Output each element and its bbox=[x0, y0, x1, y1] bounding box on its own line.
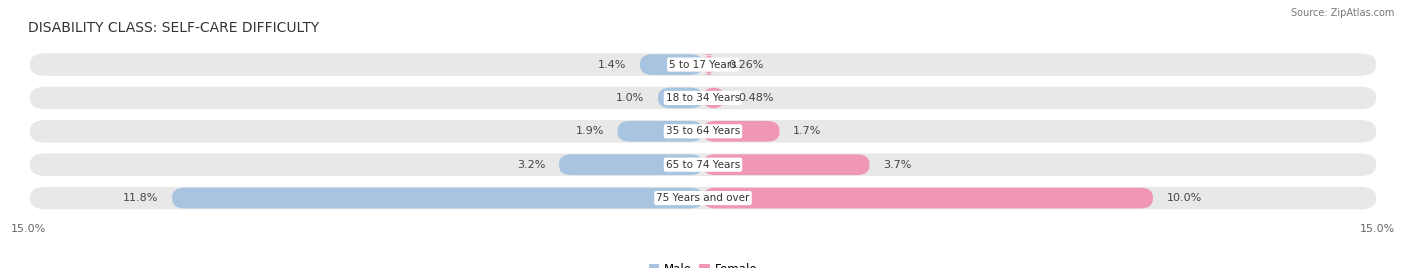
FancyBboxPatch shape bbox=[617, 121, 703, 142]
FancyBboxPatch shape bbox=[28, 118, 1378, 144]
Text: 75 Years and over: 75 Years and over bbox=[657, 193, 749, 203]
Text: 0.26%: 0.26% bbox=[728, 59, 763, 70]
FancyBboxPatch shape bbox=[640, 54, 703, 75]
Text: 35 to 64 Years: 35 to 64 Years bbox=[666, 126, 740, 136]
FancyBboxPatch shape bbox=[703, 188, 1153, 209]
FancyBboxPatch shape bbox=[560, 154, 703, 175]
FancyBboxPatch shape bbox=[703, 121, 779, 142]
FancyBboxPatch shape bbox=[658, 88, 703, 108]
FancyBboxPatch shape bbox=[28, 152, 1378, 178]
Text: 1.9%: 1.9% bbox=[575, 126, 605, 136]
Text: Source: ZipAtlas.com: Source: ZipAtlas.com bbox=[1291, 8, 1395, 18]
FancyBboxPatch shape bbox=[703, 88, 724, 108]
Text: 1.0%: 1.0% bbox=[616, 93, 644, 103]
Text: 5 to 17 Years: 5 to 17 Years bbox=[669, 59, 737, 70]
FancyBboxPatch shape bbox=[28, 85, 1378, 111]
Legend: Male, Female: Male, Female bbox=[644, 259, 762, 268]
Text: 3.2%: 3.2% bbox=[517, 160, 546, 170]
FancyBboxPatch shape bbox=[28, 51, 1378, 78]
FancyBboxPatch shape bbox=[28, 185, 1378, 211]
Text: 10.0%: 10.0% bbox=[1167, 193, 1202, 203]
FancyBboxPatch shape bbox=[172, 188, 703, 209]
FancyBboxPatch shape bbox=[703, 154, 869, 175]
Text: 1.4%: 1.4% bbox=[598, 59, 627, 70]
Text: 1.7%: 1.7% bbox=[793, 126, 821, 136]
FancyBboxPatch shape bbox=[702, 54, 716, 75]
Text: 3.7%: 3.7% bbox=[883, 160, 911, 170]
Text: 18 to 34 Years: 18 to 34 Years bbox=[666, 93, 740, 103]
Text: 65 to 74 Years: 65 to 74 Years bbox=[666, 160, 740, 170]
Text: 0.48%: 0.48% bbox=[738, 93, 773, 103]
Text: 11.8%: 11.8% bbox=[124, 193, 159, 203]
Text: DISABILITY CLASS: SELF-CARE DIFFICULTY: DISABILITY CLASS: SELF-CARE DIFFICULTY bbox=[28, 21, 319, 35]
